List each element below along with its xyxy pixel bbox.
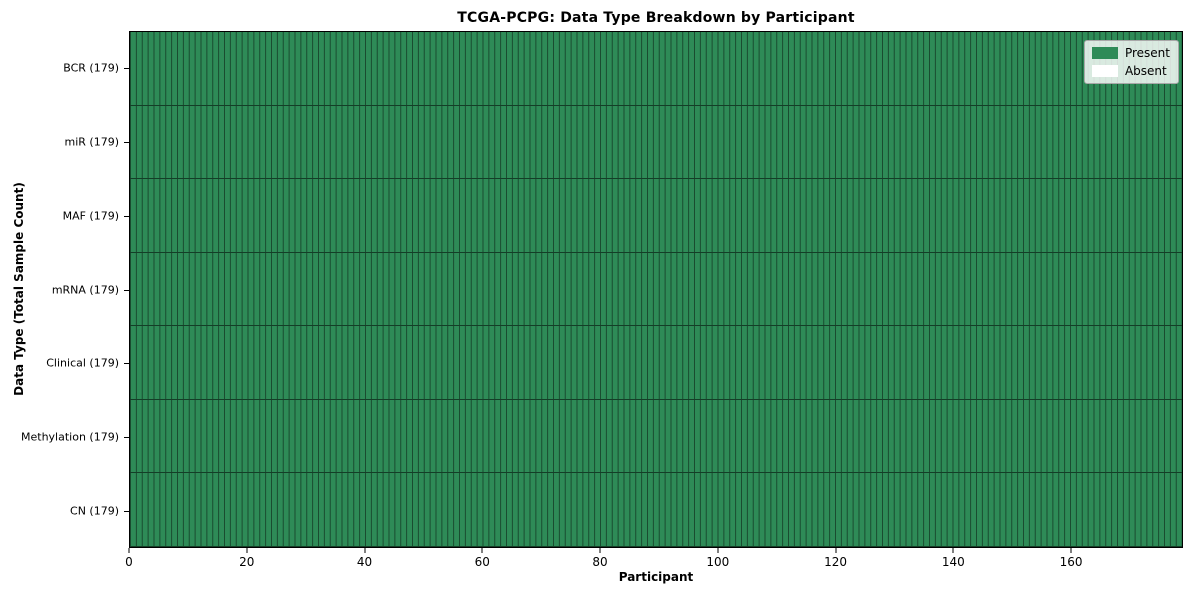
heatmap-row-mir — [130, 105, 1182, 180]
y-tick-label-methylation: Methylation (179) — [21, 430, 119, 444]
y-tick-mark — [124, 363, 129, 365]
heatmap-row-clinical — [130, 326, 1182, 400]
plot-area: Present Absent — [129, 31, 1183, 548]
x-tick-mark — [835, 548, 837, 553]
x-tick-mark — [128, 548, 130, 553]
chart-title: TCGA-PCPG: Data Type Breakdown by Partic… — [457, 10, 855, 26]
y-tick-label-clinical: Clinical (179) — [46, 356, 119, 370]
x-tick-mark — [246, 548, 248, 553]
x-tick-label-120: 120 — [824, 555, 848, 569]
x-tick-label-20: 20 — [239, 555, 255, 569]
heatmap-row-bcr — [130, 32, 1182, 106]
x-tick-mark — [599, 548, 601, 553]
x-tick-label-0: 0 — [125, 555, 133, 569]
x-tick-label-100: 100 — [706, 555, 730, 569]
y-tick-mark — [124, 215, 129, 217]
x-tick-mark — [481, 548, 483, 553]
y-tick-mark — [124, 141, 129, 143]
x-tick-mark — [1070, 548, 1072, 553]
y-tick-mark — [124, 289, 129, 291]
x-tick-mark — [364, 548, 366, 553]
heatmap-row-maf — [130, 179, 1182, 253]
heatmap-row-cn — [130, 473, 1182, 548]
legend-item-absent: Absent — [1091, 64, 1170, 78]
x-tick-label-160: 160 — [1059, 555, 1083, 569]
x-tick-mark — [952, 548, 954, 553]
y-tick-label-mir: miR (179) — [64, 135, 120, 149]
heatmap-row-mrna — [130, 252, 1182, 327]
x-tick-mark — [717, 548, 719, 553]
y-tick-label-cn: CN (179) — [70, 504, 119, 518]
y-axis-ticks: BCR (179) miR (179) MAF (179) mRNA (179) Cli… — [0, 31, 129, 548]
y-tick-mark — [124, 511, 129, 513]
y-tick-label-bcr: BCR (179) — [63, 61, 119, 75]
y-tick-label-mrna: mRNA (179) — [51, 283, 119, 296]
x-axis-label: Participant — [618, 570, 694, 584]
legend-swatch-present — [1091, 47, 1118, 59]
legend-label: Present — [1124, 46, 1170, 60]
x-axis-ticks: 0 20 40 60 80 100 120 140 160 — [125, 548, 1183, 588]
legend-item-present: Present — [1091, 46, 1170, 60]
y-tick-mark — [124, 67, 129, 69]
x-tick-label-80: 80 — [592, 555, 608, 569]
legend-label: Absent — [1124, 64, 1167, 78]
y-tick-mark — [124, 437, 129, 439]
x-tick-label-40: 40 — [356, 555, 373, 569]
y-tick-label-maf: MAF (179) — [62, 209, 119, 223]
x-tick-label-140: 140 — [941, 555, 965, 569]
legend-swatch-absent — [1091, 65, 1118, 77]
legend: Present Absent — [1083, 40, 1179, 84]
x-tick-label-60: 60 — [474, 555, 490, 569]
heatmap-row-methylation — [130, 399, 1182, 474]
